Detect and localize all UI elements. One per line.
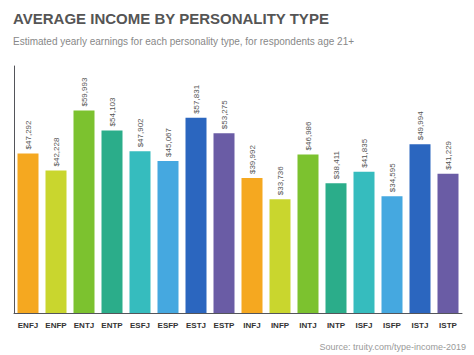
svg-text:ESTJ: ESTJ: [186, 321, 206, 330]
svg-text:$47,292: $47,292: [24, 120, 33, 149]
svg-text:INTJ: INTJ: [299, 321, 316, 330]
svg-text:ISTJ: ISTJ: [412, 321, 429, 330]
svg-text:$54,103: $54,103: [108, 97, 117, 126]
svg-text:$59,993: $59,993: [80, 77, 89, 106]
svg-text:$41,835: $41,835: [360, 138, 369, 167]
svg-text:$34,595: $34,595: [388, 163, 397, 192]
svg-text:INFJ: INFJ: [243, 321, 260, 330]
svg-text:ENFP: ENFP: [45, 321, 67, 330]
svg-text:$45,067: $45,067: [164, 127, 173, 156]
svg-text:$42,228: $42,228: [52, 137, 61, 166]
svg-text:$53,275: $53,275: [220, 100, 229, 129]
svg-text:Estimated yearly earnings for: Estimated yearly earnings for each perso…: [13, 36, 354, 47]
svg-text:AVERAGE INCOME BY PERSONALITY: AVERAGE INCOME BY PERSONALITY TYPE: [13, 10, 329, 27]
svg-text:ENFJ: ENFJ: [18, 321, 38, 330]
svg-text:ENTP: ENTP: [101, 321, 123, 330]
svg-text:$46,986: $46,986: [304, 121, 313, 150]
svg-text:$47,902: $47,902: [136, 118, 145, 147]
svg-text:ESFJ: ESFJ: [130, 321, 150, 330]
svg-text:$39,992: $39,992: [248, 145, 257, 174]
svg-text:ISFJ: ISFJ: [356, 321, 373, 330]
svg-text:ESTP: ESTP: [214, 321, 236, 330]
svg-text:INFP: INFP: [271, 321, 290, 330]
svg-text:ISFP: ISFP: [383, 321, 401, 330]
svg-text:ISTP: ISTP: [439, 321, 457, 330]
svg-text:$33,736: $33,736: [276, 166, 285, 195]
svg-text:INTP: INTP: [327, 321, 346, 330]
svg-text:ENTJ: ENTJ: [74, 321, 94, 330]
svg-text:Source: truity.com/type-income: Source: truity.com/type-income-2019: [320, 342, 466, 352]
svg-text:$41,229: $41,229: [444, 140, 453, 169]
svg-text:$57,831: $57,831: [192, 84, 201, 113]
svg-text:$38,411: $38,411: [332, 150, 341, 179]
svg-text:$49,994: $49,994: [416, 111, 425, 140]
svg-text:ESFP: ESFP: [158, 321, 180, 330]
